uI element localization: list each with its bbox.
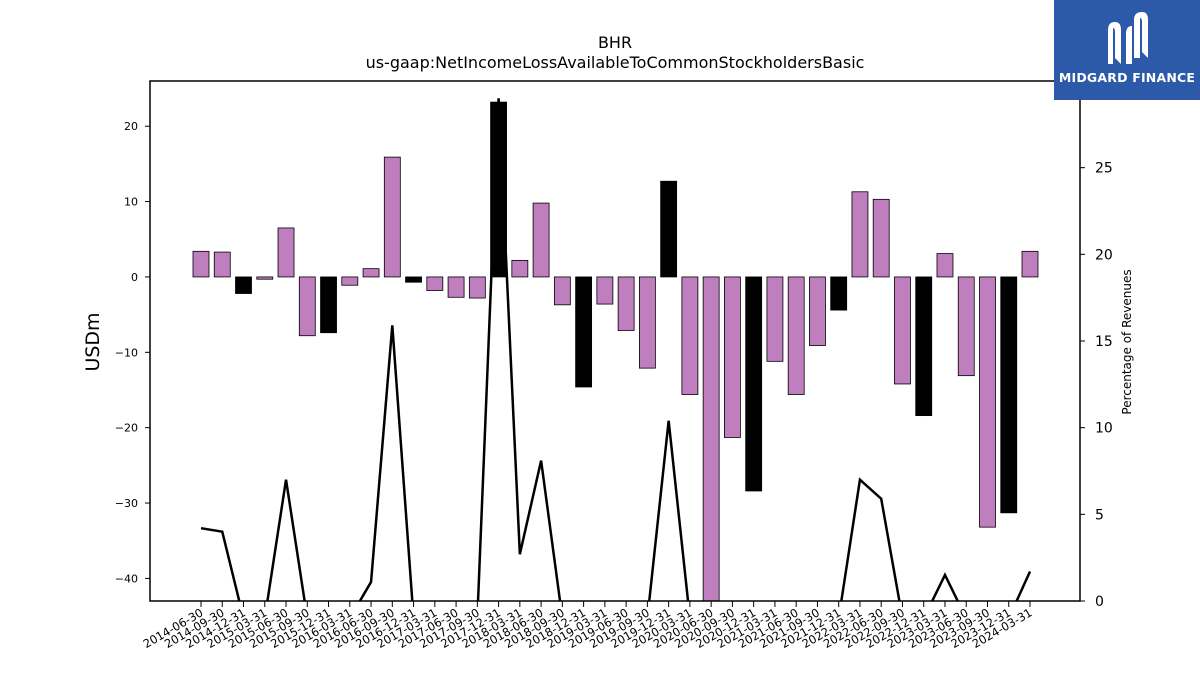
y2-tick-label: 0 bbox=[1095, 594, 1104, 610]
bar-2015-12-31 bbox=[320, 276, 337, 334]
bar-2022-12-31 bbox=[915, 276, 933, 417]
bar-2015-09-30 bbox=[298, 276, 316, 337]
bar-2021-03-31 bbox=[766, 276, 784, 362]
chart-subtitle: us-gaap:NetIncomeLossAvailableToCommonSt… bbox=[366, 53, 865, 72]
bar-2023-09-30 bbox=[979, 276, 996, 528]
bar-2019-09-30 bbox=[638, 276, 656, 369]
bar-2014-06-30 bbox=[192, 250, 210, 278]
y2-tick-label: 15 bbox=[1095, 334, 1113, 350]
y2-tick-label: 20 bbox=[1095, 247, 1113, 263]
bar-2020-09-30 bbox=[724, 276, 741, 438]
bar-2021-06-30 bbox=[787, 276, 805, 395]
bar-2014-09-30 bbox=[213, 251, 231, 278]
bar-2020-12-31 bbox=[745, 276, 763, 492]
bar-2016-12-31 bbox=[405, 276, 422, 283]
y2-tick-label: 5 bbox=[1095, 507, 1104, 523]
bar-2017-06-30 bbox=[447, 276, 465, 298]
bar-2020-03-31 bbox=[681, 276, 699, 395]
y2-tick-label: 10 bbox=[1095, 421, 1113, 437]
bar-2014-12-31 bbox=[235, 276, 252, 294]
bar-2023-03-31 bbox=[936, 253, 954, 278]
y-tick-label: −40 bbox=[115, 572, 138, 585]
brand-logo: MIDGARD FINANCE bbox=[1054, 0, 1200, 100]
y-tick-label: 0 bbox=[131, 271, 138, 284]
brand-name: MIDGARD FINANCE bbox=[1058, 70, 1196, 85]
bar-2020-06-30 bbox=[702, 276, 720, 602]
percentage-line bbox=[200, 98, 1032, 601]
bar-2023-06-30 bbox=[957, 276, 975, 377]
bar-2018-12-31 bbox=[575, 276, 593, 388]
bar-2016-06-30 bbox=[362, 268, 380, 278]
y-tick-label: 20 bbox=[124, 120, 138, 133]
bar-2018-06-30 bbox=[532, 202, 550, 278]
y-tick-label: −10 bbox=[115, 346, 138, 359]
bar-2016-09-30 bbox=[383, 156, 401, 278]
bar-2019-06-30 bbox=[617, 276, 635, 331]
bar-2016-03-31 bbox=[341, 276, 359, 286]
bar-2019-03-31 bbox=[596, 276, 614, 305]
y-tick-label: −30 bbox=[115, 497, 138, 510]
bar-2022-03-31 bbox=[851, 191, 869, 278]
bar-2015-06-30 bbox=[277, 227, 295, 278]
bar-2022-09-30 bbox=[894, 276, 911, 385]
bar-2017-03-31 bbox=[426, 276, 444, 291]
bar-2023-12-31 bbox=[1000, 276, 1018, 514]
bar-2022-06-30 bbox=[872, 198, 890, 278]
bar-2018-09-30 bbox=[553, 276, 571, 306]
bar-2017-09-30 bbox=[468, 276, 486, 299]
plot-frame bbox=[149, 80, 1081, 602]
bar-2024-03-31 bbox=[1021, 250, 1039, 278]
bar-2019-12-31 bbox=[660, 180, 678, 278]
y-axis-label: USDm bbox=[82, 312, 104, 371]
bar-2021-09-30 bbox=[809, 276, 826, 346]
y-tick-label: 10 bbox=[124, 196, 138, 209]
y-tick-label: −20 bbox=[115, 422, 138, 435]
y2-axis-label: Percentage of Revenues bbox=[1120, 269, 1134, 414]
midgard-logo-icon bbox=[1108, 12, 1148, 64]
bar-2018-03-31 bbox=[511, 259, 529, 278]
bar-2021-12-31 bbox=[830, 276, 848, 311]
y2-tick-label: 25 bbox=[1095, 161, 1113, 177]
chart-title: BHR bbox=[598, 33, 632, 52]
bar-2015-03-31 bbox=[256, 276, 274, 280]
